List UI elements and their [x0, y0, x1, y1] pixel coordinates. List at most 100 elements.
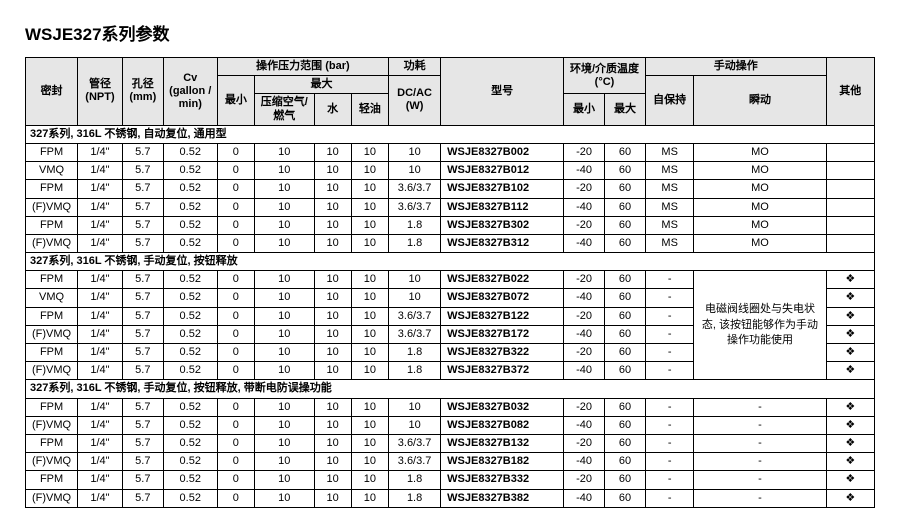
cell-tmax: 60	[605, 289, 646, 307]
cell-model: WSJE8327B322	[441, 344, 564, 362]
cell-seal: (F)VMQ	[26, 234, 78, 252]
cell-cv: 0.52	[163, 489, 217, 507]
cell-hold: -	[645, 453, 693, 471]
cell-air: 10	[254, 216, 314, 234]
cell-npt: 1/4"	[78, 398, 123, 416]
h-water: 水	[314, 94, 351, 125]
cell-oil: 10	[351, 398, 388, 416]
section-header: 327系列, 316L 不锈钢, 自动复位, 通用型	[26, 125, 875, 143]
cell-oil: 10	[351, 434, 388, 452]
cell-npt: 1/4"	[78, 307, 123, 325]
cell-cv: 0.52	[163, 198, 217, 216]
cell-pmin: 0	[217, 162, 254, 180]
cell-model: WSJE8327B132	[441, 434, 564, 452]
table-row: FPM1/4"5.70.5201010101.8WSJE8327B302-206…	[26, 216, 875, 234]
cell-other: ❖	[826, 307, 874, 325]
cell-water: 10	[314, 325, 351, 343]
cell-npt: 1/4"	[78, 434, 123, 452]
cell-model: WSJE8327B022	[441, 271, 564, 289]
cell-tmin: -40	[564, 362, 605, 380]
cell-tmax: 60	[605, 489, 646, 507]
cell-oil: 10	[351, 307, 388, 325]
cell-tmax: 60	[605, 344, 646, 362]
cell-npt: 1/4"	[78, 416, 123, 434]
cell-oil: 10	[351, 453, 388, 471]
cell-water: 10	[314, 143, 351, 161]
cell-pwr: 3.6/3.7	[389, 453, 441, 471]
cell-water: 10	[314, 362, 351, 380]
cell-cv: 0.52	[163, 453, 217, 471]
cell-cv: 0.52	[163, 362, 217, 380]
cell-other	[826, 180, 874, 198]
cell-hold: -	[645, 416, 693, 434]
cell-npt: 1/4"	[78, 325, 123, 343]
cell-seal: VMQ	[26, 289, 78, 307]
cell-air: 10	[254, 143, 314, 161]
cell-hold: MS	[645, 234, 693, 252]
table-row: FPM1/4"5.70.52010101010WSJE8327B022-2060…	[26, 271, 875, 289]
cell-model: WSJE8327B302	[441, 216, 564, 234]
cell-cv: 0.52	[163, 398, 217, 416]
cell-tmin: -20	[564, 344, 605, 362]
cell-cv: 0.52	[163, 344, 217, 362]
cell-air: 10	[254, 471, 314, 489]
cell-pmin: 0	[217, 489, 254, 507]
cell-pwr: 3.6/3.7	[389, 434, 441, 452]
cell-cv: 0.52	[163, 471, 217, 489]
cell-impulse: -	[694, 416, 826, 434]
cell-model: WSJE8327B102	[441, 180, 564, 198]
cell-model: WSJE8327B002	[441, 143, 564, 161]
cell-pmin: 0	[217, 453, 254, 471]
cell-bore: 5.7	[122, 362, 163, 380]
h-cv: Cv (gallon / min)	[163, 58, 217, 126]
cell-pmin: 0	[217, 143, 254, 161]
cell-air: 10	[254, 362, 314, 380]
cell-seal: FPM	[26, 307, 78, 325]
table-row: FPM1/4"5.70.52010101010WSJE8327B002-2060…	[26, 143, 875, 161]
cell-npt: 1/4"	[78, 162, 123, 180]
cell-pwr: 1.8	[389, 489, 441, 507]
cell-impulse: MO	[694, 198, 826, 216]
table-row: FPM1/4"5.70.52010101010WSJE8327B032-2060…	[26, 398, 875, 416]
table-row: FPM1/4"5.70.5201010103.6/3.7WSJE8327B132…	[26, 434, 875, 452]
cell-tmax: 60	[605, 162, 646, 180]
cell-water: 10	[314, 344, 351, 362]
cell-bore: 5.7	[122, 234, 163, 252]
cell-npt: 1/4"	[78, 143, 123, 161]
section-header: 327系列, 316L 不锈钢, 手动复位, 按钮释放, 带断电防误操功能	[26, 380, 875, 398]
cell-impulse: -	[694, 434, 826, 452]
cell-air: 10	[254, 271, 314, 289]
h-temp: 环境/介质温度 (°C)	[564, 58, 646, 94]
cell-water: 10	[314, 198, 351, 216]
section-header: 327系列, 316L 不锈钢, 手动复位, 按钮释放	[26, 253, 875, 271]
cell-tmin: -20	[564, 143, 605, 161]
cell-cv: 0.52	[163, 434, 217, 452]
cell-cv: 0.52	[163, 162, 217, 180]
cell-bore: 5.7	[122, 489, 163, 507]
h-model: 型号	[441, 58, 564, 126]
cell-hold: -	[645, 489, 693, 507]
h-impulse: 瞬动	[694, 76, 826, 126]
cell-model: WSJE8327B072	[441, 289, 564, 307]
cell-hold: -	[645, 344, 693, 362]
cell-impulse: -	[694, 453, 826, 471]
cell-impulse: MO	[694, 180, 826, 198]
h-selfhold: 自保持	[645, 76, 693, 126]
cell-cv: 0.52	[163, 289, 217, 307]
cell-seal: (F)VMQ	[26, 325, 78, 343]
cell-tmin: -20	[564, 216, 605, 234]
cell-other: ❖	[826, 271, 874, 289]
cell-tmin: -40	[564, 162, 605, 180]
cell-oil: 10	[351, 344, 388, 362]
cell-pmin: 0	[217, 271, 254, 289]
cell-other	[826, 143, 874, 161]
cell-cv: 0.52	[163, 234, 217, 252]
cell-other: ❖	[826, 289, 874, 307]
cell-seal: FPM	[26, 180, 78, 198]
cell-cv: 0.52	[163, 216, 217, 234]
cell-water: 10	[314, 216, 351, 234]
cell-other	[826, 162, 874, 180]
spec-table: 密封 管径 (NPT) 孔径 (mm) Cv (gallon / min) 操作…	[25, 57, 875, 508]
cell-seal: FPM	[26, 434, 78, 452]
cell-pwr: 10	[389, 416, 441, 434]
